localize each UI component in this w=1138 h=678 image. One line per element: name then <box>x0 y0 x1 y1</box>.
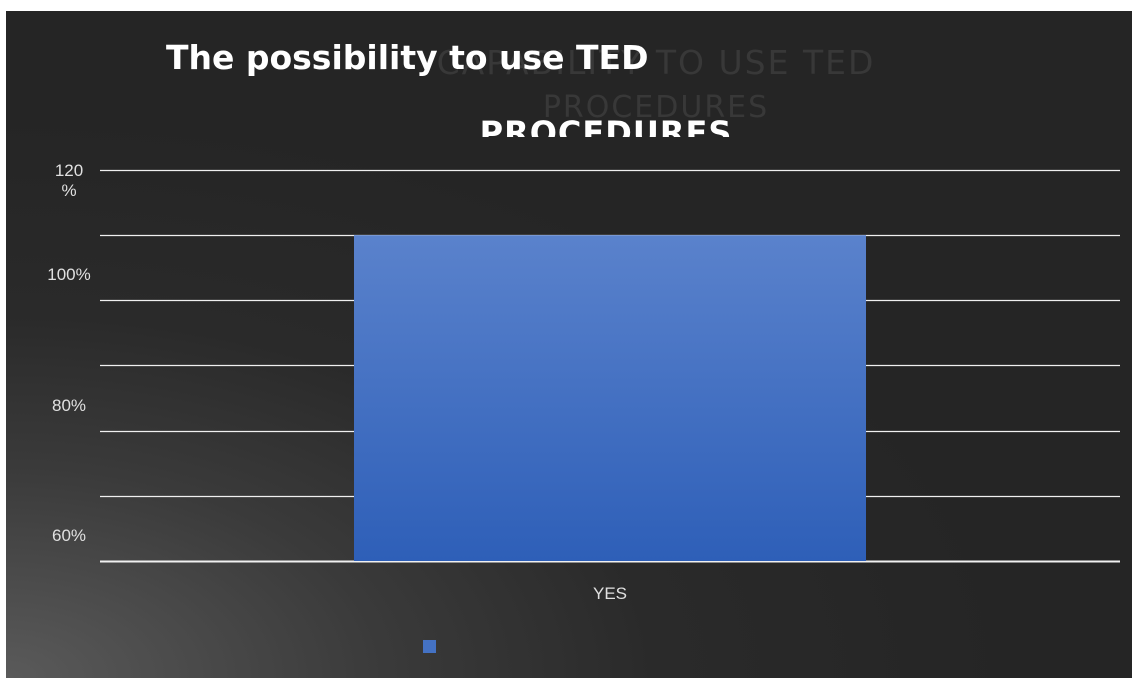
y-tick-label: 60% <box>51 526 87 545</box>
chart-area: CAPABILITY TO USE TED PROCEDURES The pos… <box>6 11 1132 678</box>
y-tick-label: 120 % <box>54 161 84 200</box>
bars <box>354 235 866 561</box>
chart-title-line2-clip: PROCEDURES <box>306 111 906 137</box>
legend-swatch <box>423 640 436 653</box>
y-tick-label: 100% <box>47 265 91 285</box>
chart-ghost-title-line2: PROCEDURES <box>542 90 770 125</box>
bar-yes <box>354 235 866 561</box>
chart-svg <box>100 169 1120 563</box>
x-tick-label: YES <box>592 584 628 603</box>
y-tick-label: 80% <box>51 395 87 415</box>
chart-ghost-title: CAPABILITY TO USE TED <box>436 43 876 82</box>
chart-title-line2: PROCEDURES <box>479 114 733 137</box>
chart-title: The possibility to use TED <box>166 38 649 77</box>
